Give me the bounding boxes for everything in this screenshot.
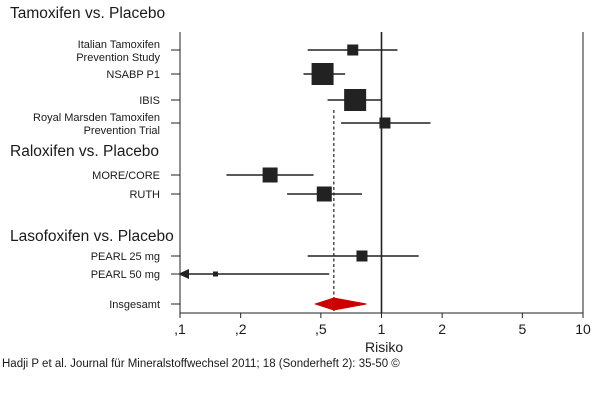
overall-diamond bbox=[313, 297, 367, 311]
study-label: NSABP P1 bbox=[106, 69, 160, 81]
study-label: RUTH bbox=[129, 189, 160, 201]
point-estimate bbox=[347, 44, 359, 56]
point-estimate bbox=[379, 117, 391, 129]
study-label: Italian Tamoxifen bbox=[78, 39, 160, 51]
x-axis-title: Risiko bbox=[365, 339, 403, 355]
x-tick-label: ,2 bbox=[235, 321, 247, 337]
point-estimate bbox=[212, 271, 218, 277]
group-title: Tamoxifen vs. Placebo bbox=[10, 5, 165, 22]
study-label: IBIS bbox=[139, 95, 160, 107]
point-estimate bbox=[356, 250, 368, 262]
x-tick-label: ,5 bbox=[315, 321, 327, 337]
x-tick-label: 1 bbox=[378, 321, 386, 337]
point-estimate bbox=[311, 63, 334, 85]
plot-layer: ,1 ,2 ,5 1 2 5 10 Risiko Tamoxifen vs. Placebo It… bbox=[10, 5, 591, 355]
study-label: MORE/CORE bbox=[92, 170, 160, 182]
x-tick-label: 2 bbox=[438, 321, 446, 337]
x-tick-label: 10 bbox=[575, 321, 591, 337]
x-tick-label: 5 bbox=[518, 321, 526, 337]
x-tick-label: ,1 bbox=[174, 321, 186, 337]
group-title: Raloxifen vs. Placebo bbox=[10, 143, 159, 160]
point-estimate bbox=[344, 89, 367, 111]
ci-arrow bbox=[178, 269, 189, 279]
study-label: PEARL 25 mg bbox=[91, 251, 160, 263]
overall-label: Insgesamt bbox=[109, 299, 160, 311]
study-label: Prevention Trial bbox=[84, 125, 160, 137]
study-label: Prevention Study bbox=[76, 52, 160, 64]
group-title: Lasofoxifen vs. Placebo bbox=[10, 228, 174, 245]
point-estimate bbox=[316, 186, 332, 202]
study-label: PEARL 50 mg bbox=[91, 269, 160, 281]
study-label: Royal Marsden Tamoxifen bbox=[33, 112, 160, 124]
point-estimate bbox=[262, 167, 278, 183]
citation-text: Hadji P et al. Journal für Mineralstoffw… bbox=[2, 358, 400, 370]
